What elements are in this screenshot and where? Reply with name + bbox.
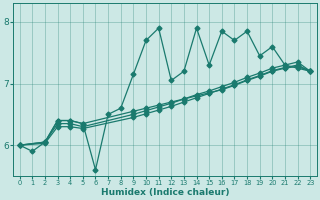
X-axis label: Humidex (Indice chaleur): Humidex (Indice chaleur) <box>101 188 229 197</box>
